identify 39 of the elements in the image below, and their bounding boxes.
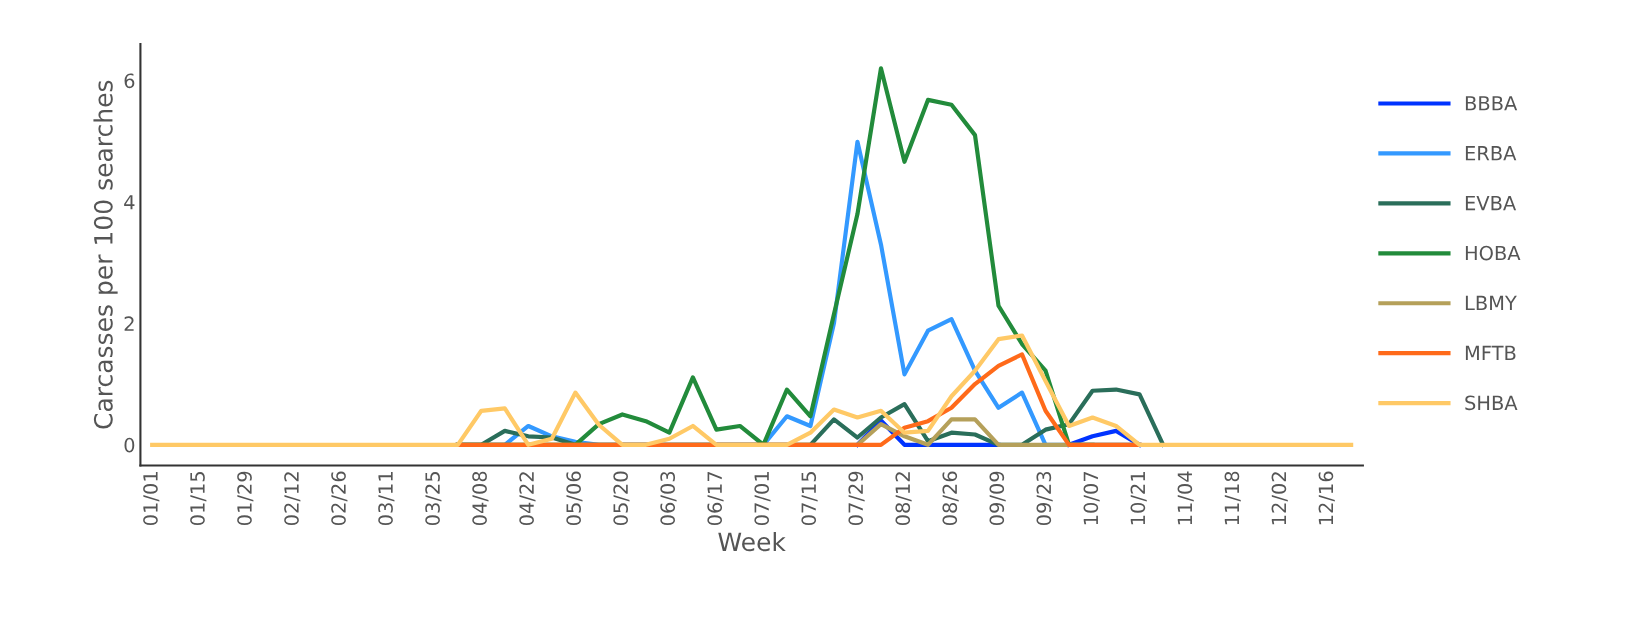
legend-label: ERBA (1465, 146, 1517, 161)
x-tick-label: 04/22 (519, 472, 536, 526)
legend-label: BBBA (1465, 96, 1518, 111)
x-tick-label: 07/01 (754, 472, 771, 526)
x-tick-label: 01/15 (190, 472, 207, 526)
y-tick-label: 4 (124, 195, 135, 210)
x-tick-label: 09/23 (1036, 471, 1053, 526)
x-tick-label: 07/29 (848, 471, 865, 526)
x-tick-label: 08/26 (942, 471, 959, 526)
x-tick-label: 05/20 (613, 471, 630, 526)
x-tick-label: 05/06 (566, 471, 583, 526)
y-tick-label: 2 (124, 316, 134, 331)
x-tick-label: 06/03 (660, 471, 677, 526)
x-tick-label: 07/15 (801, 472, 818, 526)
legend-label: LBMY (1465, 295, 1517, 311)
y-tick-label: 0 (124, 437, 135, 453)
legend-label: MFTB (1465, 345, 1516, 360)
x-tick-label: 10/07 (1083, 471, 1100, 525)
x-tick-label: 03/11 (378, 472, 395, 526)
x-tick-label: 01/29 (237, 471, 254, 526)
x-tick-label: 08/12 (895, 472, 912, 526)
legend-label: EVBA (1465, 196, 1517, 211)
legend-label: SHBA (1465, 395, 1518, 411)
x-tick-label: 02/12 (284, 472, 301, 526)
x-tick-label: 12/16 (1318, 471, 1335, 525)
x-tick-label: 09/09 (989, 471, 1006, 526)
y-axis-title: Carcasses per 100 searches (93, 80, 118, 429)
x-tick-label: 03/25 (425, 472, 442, 526)
y-tick-label: 6 (124, 73, 135, 89)
x-tick-label: 11/04 (1177, 471, 1194, 525)
x-tick-label: 02/26 (331, 471, 348, 526)
x-tick-label: 11/18 (1224, 471, 1241, 525)
x-tick-label: 06/17 (707, 471, 724, 526)
x-tick-label: 04/08 (472, 471, 489, 526)
x-tick-label: 01/01 (143, 472, 160, 526)
x-tick-label: 10/21 (1130, 472, 1147, 525)
legend-label: HOBA (1465, 245, 1521, 261)
x-axis-title: Week (718, 531, 786, 552)
x-tick-label: 12/02 (1271, 472, 1288, 525)
